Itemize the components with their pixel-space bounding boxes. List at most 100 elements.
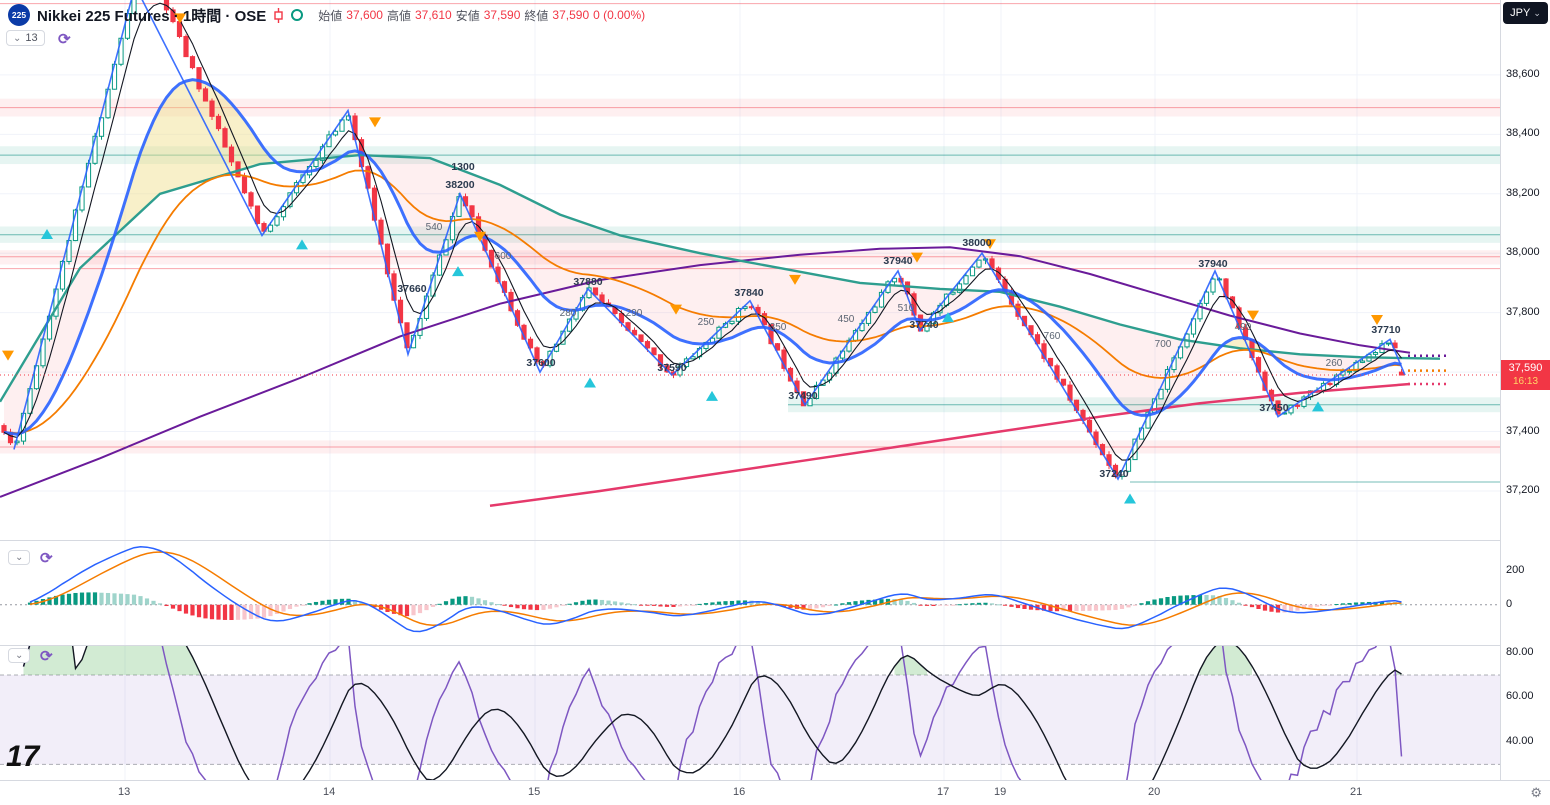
up-triangle-marker: [706, 390, 718, 401]
main-chart-canvas[interactable]: 1300 38200 37660 37600 37880 37590 37840 37490 3…: [0, 0, 1500, 540]
svg-text:37940: 37940: [1198, 258, 1227, 270]
down-triangle-marker: [1371, 315, 1383, 326]
high-label: 高値: [386, 8, 411, 23]
time-axis[interactable]: ⚙ 13 14 15 16 17 19 20 21: [0, 781, 1550, 805]
open-label: 始値: [318, 8, 343, 23]
svg-text:290: 290: [626, 308, 643, 319]
macd-collapse-chip[interactable]: ⌄: [8, 550, 31, 565]
svg-text:37880: 37880: [573, 276, 602, 288]
svg-text:450: 450: [838, 314, 855, 325]
currency-selector[interactable]: JPY ⌄: [1503, 2, 1548, 24]
time-axis-label: 13: [118, 786, 131, 798]
zigzag-lines: [13, 0, 1406, 481]
macd-lines: [29, 545, 1402, 633]
down-triangle-marker: [911, 252, 923, 263]
svg-text:600: 600: [495, 251, 512, 262]
close-value: 37,590: [552, 8, 590, 22]
low-value: 37,590: [483, 8, 521, 22]
price-axis[interactable]: JPY ⌄ 37,590 16:13 38,600 38,400 38,200 38,…: [1500, 0, 1550, 780]
svg-text:37940: 37940: [883, 255, 912, 267]
macd-indicator-canvas[interactable]: [0, 541, 1500, 645]
up-triangle-marker: [296, 239, 308, 250]
change-value: 0 (0.00%): [593, 8, 646, 22]
currency-label: JPY: [1510, 7, 1531, 19]
svg-text:37740: 37740: [909, 319, 938, 331]
bar-countdown: 16:13: [1512, 376, 1539, 388]
price-axis-label: 38,200: [1506, 186, 1540, 199]
up-triangle-marker: [584, 377, 596, 388]
svg-text:350: 350: [770, 322, 787, 333]
chevron-down-icon: ⌄: [15, 650, 24, 661]
rsi-indicator-canvas[interactable]: [0, 646, 1500, 780]
down-triangle-marker: [984, 239, 996, 250]
price-axis-label: 37,400: [1506, 424, 1540, 437]
symbol-header: 225 Nikkei 225 Futures · 1時間 · OSE 始値 37…: [8, 4, 645, 26]
sync-icon[interactable]: ⟳: [58, 31, 71, 48]
svg-text:250: 250: [698, 317, 715, 328]
down-triangle-marker: [2, 350, 14, 361]
svg-text:37710: 37710: [1371, 324, 1400, 336]
time-axis-label: 20: [1148, 786, 1161, 798]
chevron-down-icon: ⌄: [15, 552, 24, 563]
time-axis-label: 14: [323, 786, 336, 798]
svg-text:280: 280: [560, 308, 577, 319]
price-axis-label: 37,200: [1506, 483, 1540, 496]
svg-text:37490: 37490: [788, 390, 817, 402]
macd-histogram: [27, 592, 1404, 621]
price-axis-label: 38,400: [1506, 127, 1540, 140]
svg-text:37590: 37590: [657, 362, 686, 374]
indicator-chip-label: 13: [25, 32, 38, 44]
rsi-lines: [22, 646, 1403, 780]
svg-text:37240: 37240: [1099, 468, 1128, 480]
chevron-down-icon: ⌄: [1533, 7, 1541, 18]
gear-icon[interactable]: ⚙: [1530, 785, 1542, 800]
ma-extensions: [1408, 354, 1448, 386]
time-axis-label: 15: [528, 786, 541, 798]
rsi-axis-label: 60.00: [1506, 690, 1534, 703]
svg-text:510: 510: [898, 303, 915, 314]
down-triangle-marker: [174, 13, 186, 24]
svg-text:490: 490: [1235, 322, 1252, 333]
pane-separator[interactable]: [0, 540, 1550, 541]
price-axis-label: 38,000: [1506, 246, 1540, 259]
symbol-title[interactable]: Nikkei 225 Futures · 1時間 · OSE: [37, 7, 267, 25]
svg-text:1300: 1300: [451, 161, 475, 173]
up-triangle-marker: [942, 312, 954, 323]
last-price-badge: 37,590 16:13: [1501, 360, 1550, 391]
macd-sync-icon[interactable]: ⟳: [40, 550, 53, 567]
drawing-annotation[interactable]: 17: [6, 740, 40, 773]
market-status-icon[interactable]: [291, 9, 304, 21]
low-label: 安値: [455, 8, 480, 23]
ohlc-legend: 始値 37,600 高値 37,610 安値 37,590 終値 37,590 …: [318, 7, 645, 24]
high-value: 37,610: [414, 8, 452, 22]
price-axis-label: 38,600: [1506, 67, 1540, 80]
time-axis-label: 17: [937, 786, 950, 798]
last-price-value: 37,590: [1508, 362, 1543, 375]
down-triangle-marker: [789, 274, 801, 285]
zigzag-labels: 1300 38200 37660 37600 37880 37590 37840 37490 3…: [397, 161, 1400, 480]
macd-axis-label: 0: [1506, 597, 1513, 610]
candle-chart-type-icon[interactable]: [273, 7, 284, 23]
signal-markers: [2, 13, 1383, 504]
close-label: 終値: [524, 8, 549, 23]
svg-text:38000: 38000: [962, 237, 991, 249]
svg-text:37600: 37600: [526, 357, 555, 369]
svg-text:37450: 37450: [1259, 402, 1288, 414]
rsi-sync-icon[interactable]: ⟳: [40, 648, 53, 665]
svg-text:37840: 37840: [734, 287, 763, 299]
time-axis-label: 19: [994, 786, 1007, 798]
svg-text:38200: 38200: [445, 179, 474, 191]
symbol-logo[interactable]: 225: [8, 4, 30, 26]
macd-axis-label: 200: [1506, 564, 1525, 577]
svg-text:760: 760: [1044, 331, 1061, 342]
main-indicator-chip[interactable]: ⌄ 13: [6, 30, 45, 46]
svg-text:37660: 37660: [397, 283, 426, 295]
rsi-axis-label: 40.00: [1506, 735, 1534, 748]
up-triangle-marker: [1312, 401, 1324, 412]
rsi-collapse-chip[interactable]: ⌄: [8, 648, 31, 663]
svg-text:260: 260: [1326, 358, 1343, 369]
price-axis-label: 37,800: [1506, 305, 1540, 318]
pane-separator[interactable]: [0, 645, 1550, 646]
time-axis-label: 21: [1350, 786, 1363, 798]
